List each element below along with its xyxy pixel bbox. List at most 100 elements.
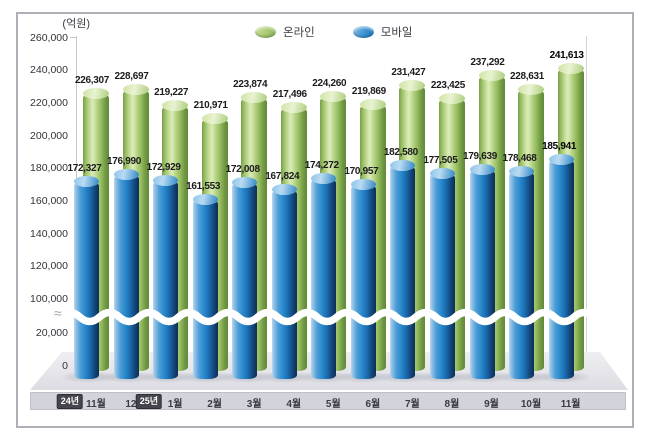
mobile-bar: [350, 178, 376, 379]
month-label: 9월: [484, 399, 499, 410]
mobile-bar: [509, 166, 535, 379]
x-axis-band: [30, 392, 626, 410]
mobile-value-label: 174,272: [304, 160, 339, 172]
mobile-value-label: 185,941: [542, 141, 577, 153]
online-bar-top: [162, 99, 189, 111]
y-tick-label: 0: [62, 359, 68, 372]
mobile-bar: [232, 176, 258, 379]
online-value-label: 241,613: [549, 50, 584, 62]
mobile-value-label: 172,008: [225, 163, 260, 175]
online-bar-top: [83, 88, 109, 100]
mobile-bar-top: [153, 175, 179, 187]
mobile-bar-top: [271, 183, 297, 195]
legend-item-mobile: 모바일: [352, 24, 413, 40]
month-label: 8월: [444, 399, 460, 410]
online-bar-top: [557, 63, 584, 75]
mobile-bar: [548, 154, 574, 379]
mobile-value-label: 182,580: [383, 146, 418, 158]
month-label: 12월: [114, 395, 158, 410]
mobile-bar: [74, 176, 99, 379]
mobile-value-label: 172,929: [146, 162, 181, 174]
axis-break-wave: [60, 308, 594, 326]
mobile-bar: [469, 164, 495, 379]
mobile-value-label: 170,957: [344, 165, 379, 177]
online-bar-top: [438, 92, 465, 104]
mobile-bar: [429, 167, 455, 379]
mobile-value-label: 176,990: [107, 155, 142, 167]
online-bar-top: [280, 102, 307, 114]
mobile-bar-top: [311, 173, 337, 185]
month-label: 3월: [246, 399, 262, 410]
online-value-label: 237,292: [470, 57, 505, 69]
online-bar-top: [201, 113, 228, 125]
mobile-bar: [390, 159, 416, 379]
y-axis-unit-label: (억원): [62, 18, 90, 30]
online-value-label: 228,631: [510, 71, 545, 83]
online-bar-top: [478, 70, 505, 82]
mobile-value-label: 161,553: [186, 180, 221, 192]
plot-right-border-line: [586, 36, 587, 354]
y-tick-label: 100,000: [30, 293, 68, 306]
y-tick-label: 20,000: [35, 326, 68, 339]
mobile-value-label: 178,468: [502, 153, 537, 165]
month-label: 2월: [207, 399, 223, 410]
online-value-label: 217,496: [272, 89, 307, 101]
mobile-bar: [271, 183, 297, 379]
y-tick-label: 240,000: [30, 64, 68, 77]
axis-break-mark: ≈: [54, 305, 62, 321]
y-tick-label: 160,000: [30, 195, 68, 207]
mobile-bar: [153, 175, 179, 379]
mobile-bar: [113, 168, 139, 379]
online-bar-top: [399, 79, 426, 91]
y-tick-label: 180,000: [30, 162, 68, 175]
mobile-value-label: 172,327: [67, 163, 102, 175]
online-legend-marker-icon: [255, 26, 276, 38]
month-label: 6월: [365, 399, 381, 410]
y-tick-label: 120,000: [30, 260, 68, 273]
y-tick-label: 260,000: [30, 31, 68, 44]
year-badge: 25년: [135, 394, 163, 409]
mobile-value-label: 167,824: [265, 170, 300, 182]
online-bar-top: [518, 84, 545, 96]
month-label: 10월: [520, 399, 542, 410]
y-tick-label: 140,000: [30, 227, 68, 240]
month-label: 1월: [167, 399, 183, 410]
mobile-value-label: 179,639: [462, 151, 498, 163]
legend-label-mobile: 모바일: [380, 27, 413, 39]
month-label: 5월: [325, 399, 341, 410]
mobile-bar: [311, 173, 337, 379]
mobile-bar-top: [74, 176, 99, 188]
mobile-legend-marker-icon: [352, 26, 374, 38]
online-value-label: 226,307: [74, 75, 110, 87]
online-bar-top: [359, 98, 386, 110]
month-label: 4월: [286, 399, 302, 410]
mobile-bar-top: [509, 166, 535, 178]
online-value-label: 219,869: [351, 85, 386, 97]
online-bar-top: [320, 91, 347, 103]
legend-item-online: 온라인: [255, 24, 315, 40]
online-value-label: 224,260: [312, 78, 347, 90]
online-value-label: 231,427: [391, 66, 426, 78]
month-label: 7월: [405, 399, 420, 410]
online-bar-top: [122, 84, 149, 96]
online-value-label: 223,425: [430, 79, 465, 91]
mobile-bar-top: [192, 193, 218, 205]
legend: 온라인 모바일: [255, 24, 413, 40]
month-label: 11월: [86, 399, 106, 410]
online-value-label: 223,874: [233, 79, 268, 91]
mobile-bar-top: [469, 164, 495, 176]
mobile-bar-top: [113, 168, 139, 180]
year-badge: 24년: [56, 394, 83, 409]
mobile-bar-top: [350, 178, 376, 190]
mobile-bar-top: [390, 159, 416, 171]
mobile-bar-top: [429, 167, 455, 179]
mobile-bar-top: [232, 176, 258, 188]
y-axis-top-tick: [70, 37, 77, 38]
online-bar-top: [241, 92, 268, 104]
mobile-bar: [192, 193, 218, 379]
online-value-label: 210,971: [193, 100, 228, 112]
online-value-label: 219,227: [154, 86, 189, 98]
legend-label-online: 온라인: [283, 27, 315, 39]
